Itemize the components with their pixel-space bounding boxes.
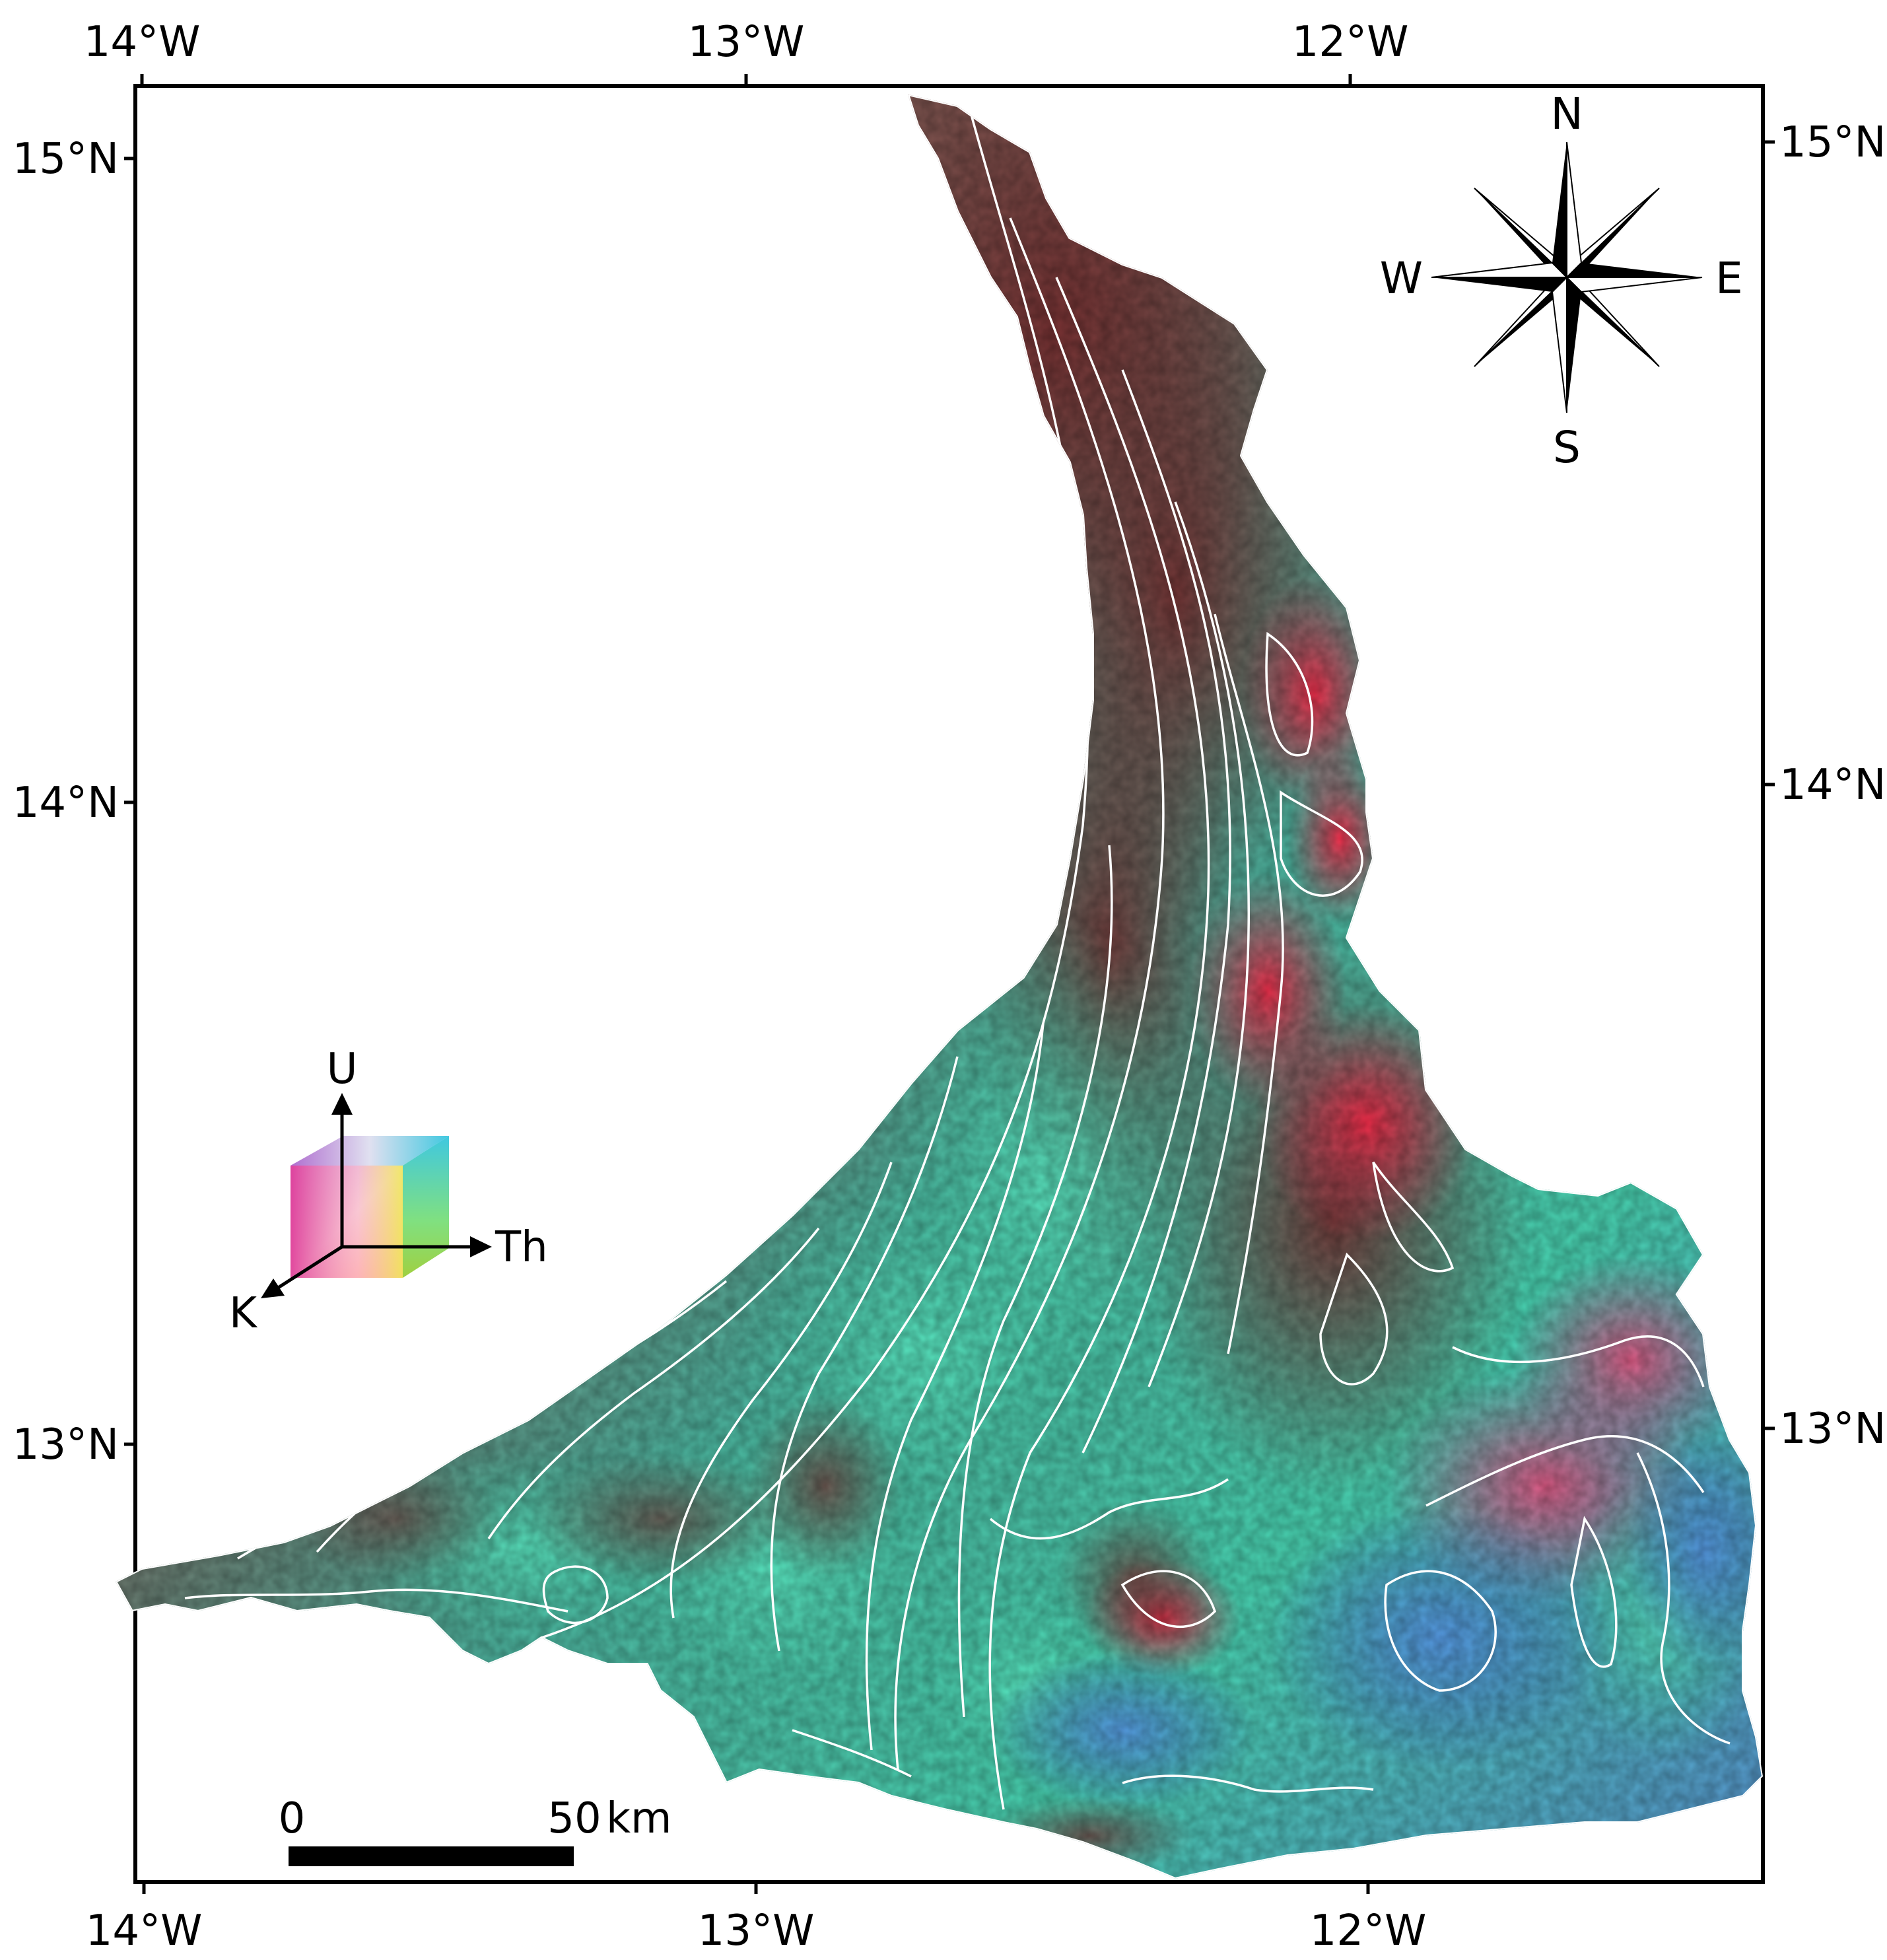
map-frame xyxy=(133,84,1765,1884)
lat-label-left-1: 15°N xyxy=(13,135,119,184)
graticule-left: 15°N 14°N 13°N xyxy=(13,135,135,1469)
lat-label-left-3: 13°N xyxy=(13,1420,119,1469)
lon-label-bottom-2: 13°W xyxy=(698,1907,815,1955)
compass-rose-icon xyxy=(1431,141,1703,413)
scale-end: 50 xyxy=(547,1794,601,1843)
compass-w: W xyxy=(1380,253,1423,304)
compass-e: E xyxy=(1715,253,1743,304)
lat-label-right-3: 13°N xyxy=(1779,1405,1886,1453)
lat-label-left-2: 14°N xyxy=(13,779,119,827)
lon-label-top-1: 14°W xyxy=(84,18,201,67)
legend-th-label: Th xyxy=(495,1223,548,1272)
lon-label-top-3: 12°W xyxy=(1292,18,1409,67)
scale-start: 0 xyxy=(279,1794,306,1843)
lon-label-top-2: 13°W xyxy=(688,18,805,67)
scale-bar: 0 50 km xyxy=(279,1794,671,1866)
graticule-top: 14°W 13°W 12°W xyxy=(84,18,1409,86)
compass-n: N xyxy=(1550,88,1583,139)
lat-label-right-1: 15°N xyxy=(1779,118,1886,167)
lat-label-right-2: 14°N xyxy=(1779,761,1886,810)
compass-s: S xyxy=(1553,422,1581,473)
legend-u-label: U xyxy=(327,1045,358,1094)
scale-unit: km xyxy=(606,1794,671,1843)
north-arrow: N S E W xyxy=(1380,88,1743,473)
graticule-bottom: 14°W 13°W 12°W xyxy=(86,1882,1427,1955)
ternary-legend: U Th K xyxy=(229,1045,548,1338)
lon-label-bottom-1: 14°W xyxy=(86,1907,203,1955)
graticule-right: 15°N 14°N 13°N xyxy=(1763,118,1886,1453)
lon-label-bottom-3: 12°W xyxy=(1310,1907,1427,1955)
legend-k-label: K xyxy=(229,1289,258,1338)
geological-contacts xyxy=(116,94,1763,1879)
